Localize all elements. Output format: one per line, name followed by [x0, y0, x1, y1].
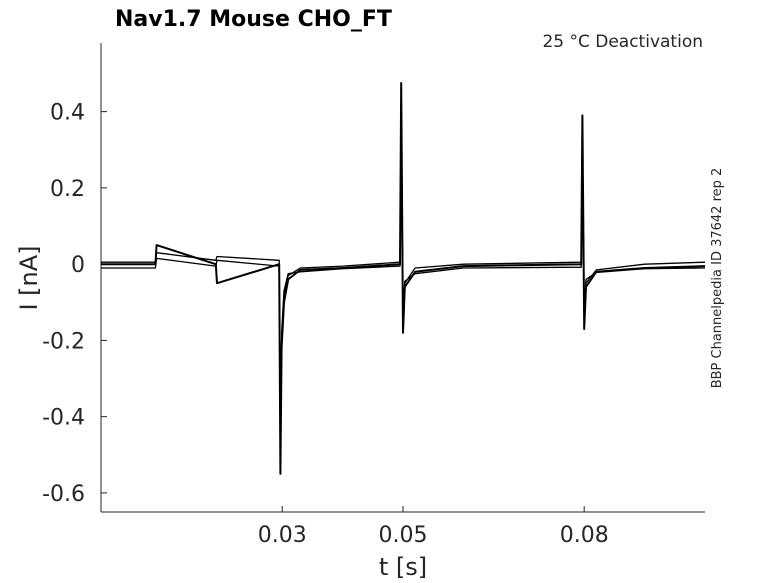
x-tick-label: 0.05	[379, 523, 428, 548]
trace-line	[101, 103, 706, 437]
y-axis-label: I [nA]	[15, 245, 43, 310]
side-label: BBP Channelpedia ID 37642 rep 2	[710, 168, 725, 389]
y-tick-label: -0.4	[42, 406, 85, 431]
x-tick-label: 0.03	[258, 523, 307, 548]
y-tick-label: -0.2	[42, 329, 85, 354]
y-tick-label: 0.4	[50, 101, 85, 126]
x-axis-label: t [s]	[379, 553, 427, 581]
y-ticks: 0.4 0.2 0 -0.2 -0.4 -0.6	[42, 101, 107, 507]
x-ticks: 0.03 0.05 0.08	[258, 506, 609, 548]
traces	[101, 82, 706, 475]
y-tick-label: 0	[71, 253, 85, 278]
chart-subtitle: 25 °C Deactivation	[542, 32, 703, 52]
x-tick-label: 0.08	[560, 523, 609, 548]
y-tick-label: 0.2	[50, 177, 85, 202]
y-tick-label: -0.6	[42, 482, 85, 507]
chart-title: Nav1.7 Mouse CHO_FT	[115, 7, 392, 32]
